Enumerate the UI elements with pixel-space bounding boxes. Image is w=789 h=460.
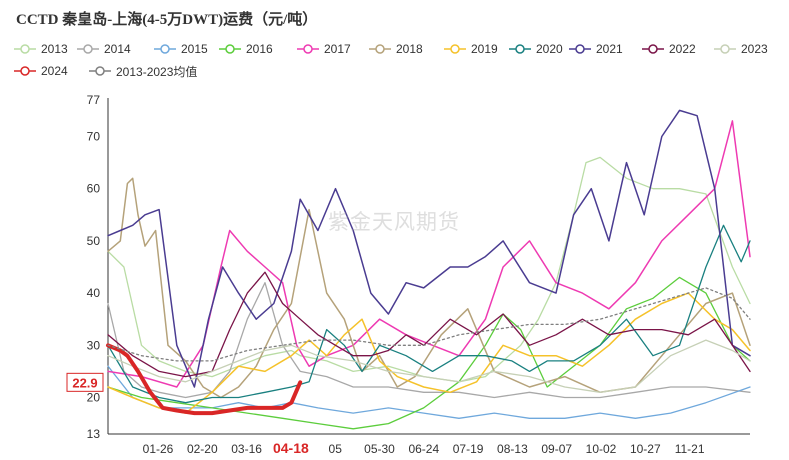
series-line-2021 <box>107 109 751 388</box>
legend-marker-icon <box>219 44 241 54</box>
series-line-2013 <box>107 156 751 383</box>
series-line-2020 <box>107 224 751 404</box>
last-value-label: 22.9 <box>72 375 97 390</box>
legend-label: 2022 <box>669 42 696 56</box>
y-tick-label: 30 <box>87 338 101 352</box>
watermark-text: 紫金天风期货 <box>328 211 460 234</box>
legend-label: 2018 <box>396 42 423 56</box>
x-tick-label: 08-13 <box>497 442 528 456</box>
legend-label: 2021 <box>596 42 623 56</box>
legend-marker-icon <box>89 66 111 76</box>
series-line-2019 <box>107 292 751 414</box>
last-value-box <box>66 372 104 392</box>
legend-item-2020[interactable]: 2020 <box>509 40 563 58</box>
series-line-2017 <box>107 120 751 388</box>
series-line-2018 <box>107 177 751 399</box>
y-tick-label: 40 <box>87 286 101 300</box>
y-tick-label: 77 <box>87 93 101 107</box>
legend-marker-icon <box>714 44 736 54</box>
legend-marker-icon <box>297 44 319 54</box>
series-line-2014 <box>107 282 751 399</box>
series-line-2023 <box>107 339 751 393</box>
legend-item-2023[interactable]: 2023 <box>714 40 768 58</box>
x-tick-label: 10-27 <box>630 442 661 456</box>
legend-label: 2013 <box>41 42 68 56</box>
x-tick-label: 07-19 <box>453 442 484 456</box>
legend-item-2013[interactable]: 2013 <box>14 40 68 58</box>
legend-label: 2015 <box>181 42 208 56</box>
legend-item-2019[interactable]: 2019 <box>444 40 498 58</box>
legend-item-2016[interactable]: 2016 <box>219 40 273 58</box>
legend-marker-icon <box>14 66 36 76</box>
legend-marker-icon <box>642 44 664 54</box>
x-tick-label: 09-07 <box>541 442 572 456</box>
y-tick-label: 60 <box>87 182 101 196</box>
legend-marker-icon <box>369 44 391 54</box>
x-tick-label: 05 <box>329 442 343 456</box>
legend-marker-icon <box>569 44 591 54</box>
series-line-2024 <box>106 343 303 416</box>
legend-label: 2013-2023均值 <box>116 64 198 79</box>
series-line-2013-2023均值 <box>107 287 751 362</box>
legend-item-2022[interactable]: 2022 <box>642 40 696 58</box>
legend-item-2018[interactable]: 2018 <box>369 40 423 58</box>
legend-item-2017[interactable]: 2017 <box>297 40 351 58</box>
x-tick-label: 05-30 <box>364 442 395 456</box>
series-line-2015 <box>107 365 751 419</box>
y-tick-label: 70 <box>87 130 101 144</box>
x-tick-label: 02-20 <box>187 442 218 456</box>
x-tick-label: 01-26 <box>143 442 174 456</box>
legend-label: 2016 <box>246 42 273 56</box>
y-tick-label: 20 <box>87 390 101 404</box>
legend-marker-icon <box>154 44 176 54</box>
x-tick-label: 11-21 <box>675 442 705 456</box>
legend-label: 2014 <box>104 42 131 56</box>
legend-marker-icon <box>444 44 466 54</box>
legend-label: 2017 <box>324 42 351 56</box>
legend-label: 2023 <box>741 42 768 56</box>
legend-label: 2024 <box>41 64 68 78</box>
legend-item-2015[interactable]: 2015 <box>154 40 208 58</box>
legend-marker-icon <box>77 44 99 54</box>
legend-marker-icon <box>509 44 531 54</box>
legend-label: 2020 <box>536 42 563 56</box>
legend-item-2024[interactable]: 2024 <box>14 62 68 80</box>
series-line-2022 <box>107 271 751 378</box>
y-tick-label: 13 <box>87 427 101 441</box>
x-tick-label: 03-16 <box>231 442 262 456</box>
y-tick-label: 50 <box>87 234 101 248</box>
legend-item-2013-2023均值[interactable]: 2013-2023均值 <box>89 62 197 80</box>
chart-title: CCTD 秦皇岛-上海(4-5万DWT)运费（元/吨） <box>16 12 318 28</box>
legend-label: 2019 <box>471 42 498 56</box>
x-tick-label: 06-24 <box>408 442 439 456</box>
legend-item-2021[interactable]: 2021 <box>569 40 623 58</box>
x-tick-label: 04-18 <box>273 440 309 456</box>
legend-item-2014[interactable]: 2014 <box>77 40 131 58</box>
legend-marker-icon <box>14 44 36 54</box>
x-tick-label: 10-02 <box>586 442 617 456</box>
